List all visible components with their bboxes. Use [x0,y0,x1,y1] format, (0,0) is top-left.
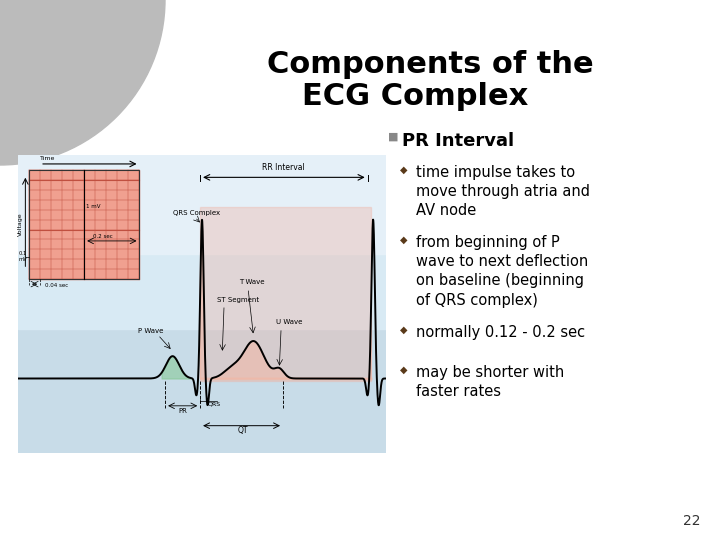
Text: RR Interval: RR Interval [261,164,305,172]
Text: QT: QT [237,426,248,435]
Text: QRS: QRS [207,402,220,407]
Text: ■: ■ [388,132,398,142]
Text: Components of the: Components of the [266,50,593,79]
Text: PR Interval: PR Interval [402,132,514,150]
Text: QRS Complex: QRS Complex [173,210,220,215]
Text: ◆: ◆ [400,365,408,375]
Bar [29,170,140,279]
Text: 0.04 sec: 0.04 sec [45,282,68,288]
Text: ◆: ◆ [400,165,408,175]
Text: ST Segment: ST Segment [217,296,259,302]
Text: P Wave: P Wave [138,328,163,334]
Text: T Wave: T Wave [239,279,264,285]
Bar [18,155,386,329]
Text: PR: PR [178,408,187,414]
Text: ◆: ◆ [400,235,408,245]
Text: from beginning of P
wave to next deflection
on baseline (beginning
of QRS comple: from beginning of P wave to next deflect… [416,235,588,308]
Text: ECG Complex: ECG Complex [302,82,528,111]
Bar [18,155,386,254]
Text: normally 0.12 - 0.2 sec: normally 0.12 - 0.2 sec [416,325,585,340]
Text: 0.2 sec: 0.2 sec [93,234,112,239]
Circle shape [0,0,165,165]
Text: 22: 22 [683,514,700,528]
Text: U Wave: U Wave [276,319,302,325]
Text: ◆: ◆ [400,325,408,335]
Bar [200,207,372,381]
Text: time impulse takes to
move through atria and
AV node: time impulse takes to move through atria… [416,165,590,218]
Text: may be shorter with
faster rates: may be shorter with faster rates [416,365,564,399]
Text: 0.1
mV: 0.1 mV [18,251,27,262]
Text: 1 mV: 1 mV [86,204,101,209]
Text: Time: Time [40,156,55,161]
Text: Voltage: Voltage [19,213,24,237]
Bar [29,170,140,279]
